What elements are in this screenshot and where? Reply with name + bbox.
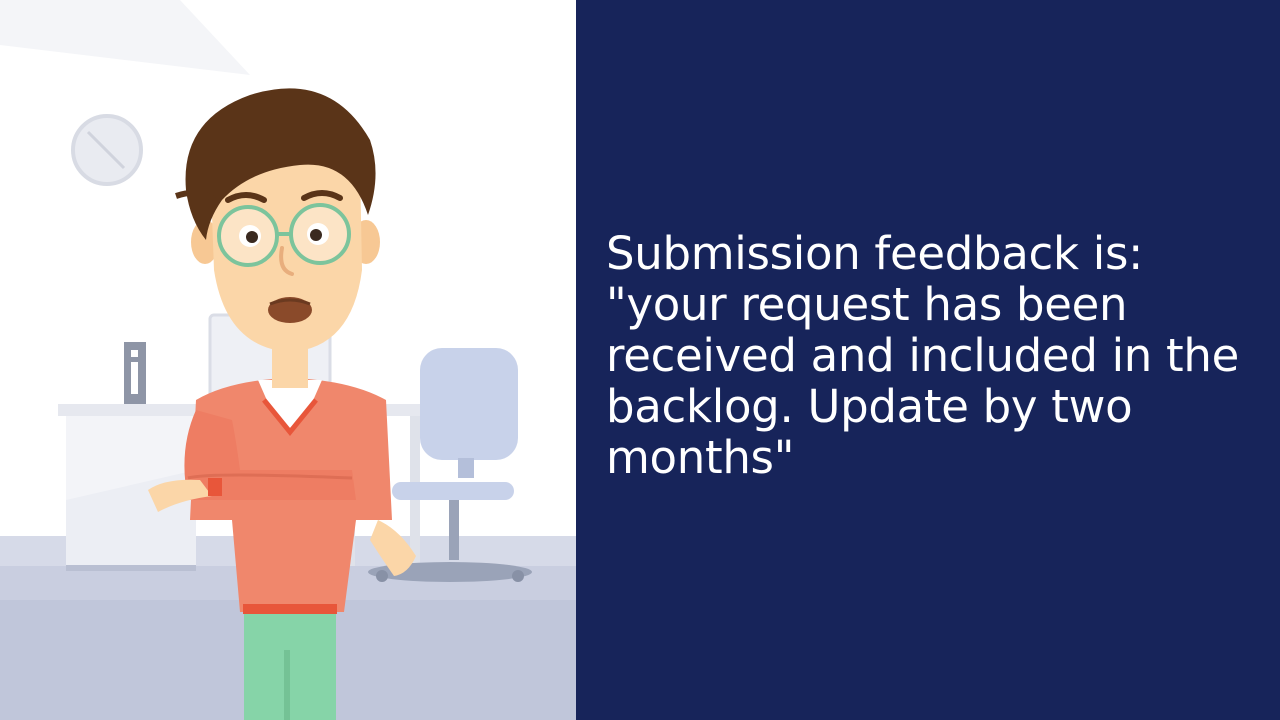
- office-scene-svg: [0, 0, 576, 720]
- clock-icon: [71, 114, 143, 186]
- submission-feedback-caption: Submission feedback is: "your request ha…: [606, 227, 1239, 484]
- file-holder: [124, 342, 146, 404]
- confused-man-illustration: [148, 88, 416, 720]
- caption-panel: Submission feedback is: "your request ha…: [576, 0, 1280, 720]
- illustration-scene: [0, 0, 576, 720]
- ceiling-shade: [0, 0, 250, 75]
